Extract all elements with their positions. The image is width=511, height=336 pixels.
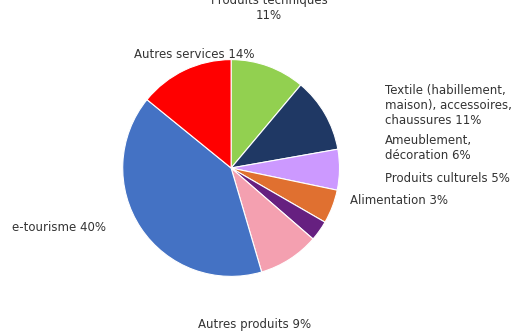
- Wedge shape: [147, 59, 231, 168]
- Text: Alimentation 3%: Alimentation 3%: [351, 194, 448, 207]
- Text: Autres services 14%: Autres services 14%: [133, 48, 254, 61]
- Text: Textile (habillement,
maison), accessoires,
chaussures 11%: Textile (habillement, maison), accessoir…: [385, 84, 511, 127]
- Text: Produits culturels 5%: Produits culturels 5%: [385, 172, 510, 185]
- Wedge shape: [231, 168, 325, 239]
- Wedge shape: [231, 168, 337, 222]
- Wedge shape: [231, 59, 301, 168]
- Wedge shape: [231, 168, 313, 272]
- Wedge shape: [231, 149, 339, 190]
- Text: Autres produits 9%: Autres produits 9%: [198, 318, 312, 331]
- Text: e-tourisme 40%: e-tourisme 40%: [12, 221, 106, 234]
- Text: Ameublement,
décoration 6%: Ameublement, décoration 6%: [385, 134, 472, 163]
- Wedge shape: [231, 85, 338, 168]
- Wedge shape: [123, 100, 262, 277]
- Text: Produits techniques
11%: Produits techniques 11%: [211, 0, 328, 22]
